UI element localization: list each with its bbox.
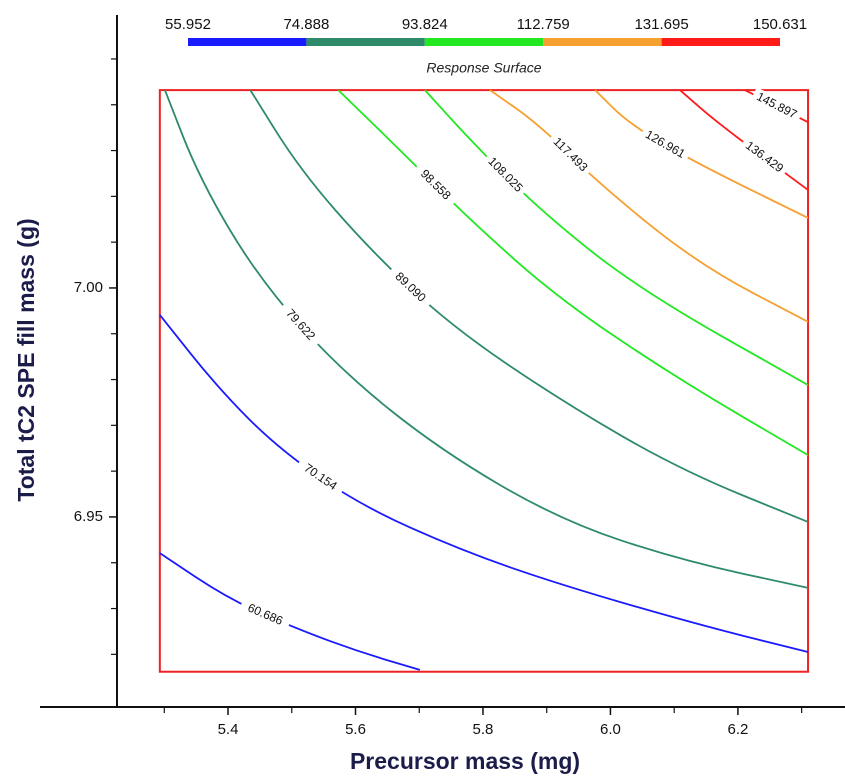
x-tick-label: 6.2 xyxy=(727,721,748,738)
contour-label-bg xyxy=(237,597,293,633)
colorbar-label: 112.759 xyxy=(517,16,570,33)
contour-line xyxy=(164,89,809,589)
contour-label: 98.558 xyxy=(418,167,454,203)
colorbar-segment xyxy=(543,38,662,46)
contour-label: 117.493 xyxy=(551,134,591,174)
contour-line xyxy=(337,89,809,456)
colorbar-label: 55.952 xyxy=(165,16,211,33)
contour-line xyxy=(159,552,421,671)
contour-label: 60.686 xyxy=(246,600,286,628)
contour-label-bg xyxy=(276,300,324,350)
contour-line xyxy=(249,89,809,523)
contour-line xyxy=(424,89,809,386)
colorbar-label: 93.824 xyxy=(402,16,448,33)
colorbar-segment xyxy=(424,38,544,46)
contour-label-bg xyxy=(738,135,790,180)
contour-label-bg xyxy=(411,161,460,210)
contour-label-bg xyxy=(294,456,347,499)
colorbar-label: 74.888 xyxy=(283,16,329,33)
contour-line xyxy=(159,314,809,653)
x-axis-label: Precursor mass (mg) xyxy=(350,748,580,774)
contour-label: 108.025 xyxy=(485,154,526,195)
y-tick-label: 7.00 xyxy=(74,279,103,296)
x-tick-label: 5.8 xyxy=(473,721,494,738)
contour-label-bg xyxy=(545,130,595,179)
colorbar-label: 131.695 xyxy=(634,16,688,33)
colorbar-segment xyxy=(188,38,307,46)
colorbar-label: 150.631 xyxy=(753,16,807,33)
contour-label-bg xyxy=(385,263,435,312)
plot-domain xyxy=(158,89,810,673)
contour-label-bg xyxy=(749,87,804,126)
contour-label-bg xyxy=(480,150,529,200)
x-tick-label: 6.0 xyxy=(600,721,621,738)
y-axis-label: Total tC2 SPE fill mass (g) xyxy=(13,218,39,501)
colorbar-segment xyxy=(306,38,425,46)
subtitle: Response Surface xyxy=(426,60,541,76)
y-tick-label: 6.95 xyxy=(74,508,103,525)
contour-label: 136.429 xyxy=(743,138,786,175)
x-tick-label: 5.6 xyxy=(345,721,366,738)
contour-label-bg xyxy=(638,124,692,165)
x-tick-label: 5.4 xyxy=(218,721,239,738)
colorbar-segment xyxy=(661,38,780,46)
